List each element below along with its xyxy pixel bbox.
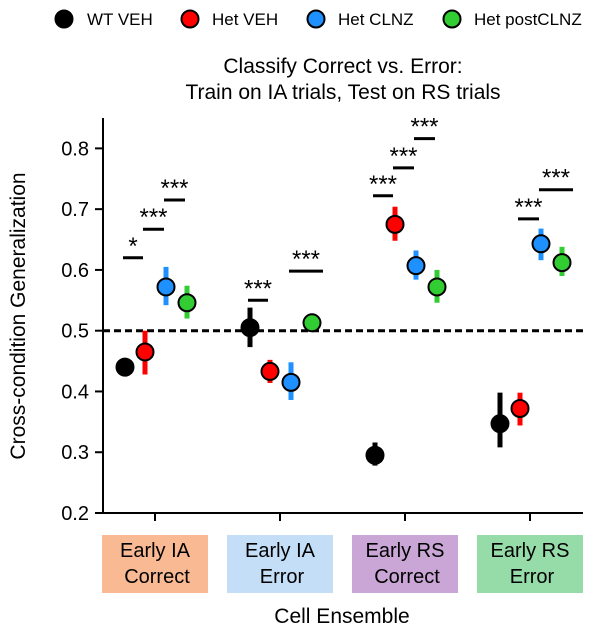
y-tick-label: 0.2	[61, 503, 89, 525]
legend-item-het-postclnz: Het postCLNZ	[442, 9, 582, 29]
point-het-postclnz	[302, 313, 322, 333]
x-axis-label: Cell Ensemble	[274, 605, 409, 628]
significance-label: ***	[410, 114, 438, 141]
category-box	[102, 535, 208, 593]
y-tick-label: 0.3	[61, 442, 89, 464]
y-tick-label: 0.5	[61, 321, 89, 343]
x-axis	[103, 512, 583, 521]
category-label-line1: Early IA	[120, 540, 191, 562]
y-axis: 0.2 0.3 0.4 0.5 0.6 0.7 0.8	[61, 118, 104, 525]
y-tick-label: 0.8	[61, 138, 89, 160]
legend: WT VEH Het VEH Het CLNZ Het postCLNZ	[54, 9, 582, 29]
legend-marker-wt-veh	[54, 9, 74, 29]
category-labels: Early IA Correct Early IA Error Early RS Corr…	[102, 535, 583, 593]
category-label-line2: Error	[510, 566, 555, 588]
significance-label: ***	[542, 165, 570, 192]
point-het-clnz	[281, 372, 301, 392]
legend-label-het-veh: Het VEH	[212, 10, 278, 29]
point-wt-veh	[240, 318, 260, 338]
category-label-line2: Correct	[374, 566, 440, 588]
category-label-line1: Early RS	[491, 540, 570, 562]
y-tick-label: 0.4	[61, 381, 89, 403]
significance-label: ***	[160, 175, 188, 202]
point-wt-veh	[365, 445, 385, 465]
significance-label: ***	[369, 171, 397, 198]
point-het-clnz	[531, 234, 551, 254]
point-wt-veh	[490, 414, 510, 434]
significance-label: ***	[292, 246, 320, 273]
significance-label: ***	[139, 204, 167, 231]
category-label-line1: Early IA	[245, 540, 316, 562]
legend-label-wt-veh: WT VEH	[87, 10, 153, 29]
legend-item-wt-veh: WT VEH	[54, 9, 153, 29]
legend-marker-het-veh	[180, 9, 200, 29]
significance-label: ***	[244, 275, 272, 302]
chart-title-line1: Classify Correct vs. Error:	[223, 55, 462, 78]
point-het-veh	[260, 361, 280, 381]
y-axis-label: Cross-condition Generalization	[7, 172, 30, 459]
significance-label: ***	[389, 143, 417, 170]
point-het-veh	[385, 214, 405, 234]
y-tick-label: 0.6	[61, 260, 89, 282]
point-het-postclnz	[552, 253, 572, 273]
point-het-postclnz	[427, 277, 447, 297]
significance-annotations: ****************************	[123, 114, 573, 302]
significance-label: ***	[514, 194, 542, 221]
category-label-line2: Error	[260, 566, 305, 588]
point-het-clnz	[406, 256, 426, 276]
point-het-veh	[510, 398, 530, 418]
legend-item-het-clnz: Het CLNZ	[306, 9, 414, 29]
legend-label-het-clnz: Het CLNZ	[338, 10, 414, 29]
category-label-line2: Correct	[124, 566, 190, 588]
y-tick-label: 0.7	[61, 199, 89, 221]
category-box	[477, 535, 583, 593]
chart-title-line2: Train on IA trials, Test on RS trials	[185, 81, 500, 104]
data-points	[115, 206, 572, 466]
category-box	[352, 535, 458, 593]
category-label-line1: Early RS	[366, 540, 445, 562]
significance-label: *	[128, 233, 137, 260]
category-box	[227, 535, 333, 593]
point-het-clnz	[156, 277, 176, 297]
point-wt-veh	[115, 357, 135, 377]
legend-label-het-postclnz: Het postCLNZ	[474, 10, 582, 29]
point-het-postclnz	[177, 293, 197, 313]
point-het-veh	[135, 342, 155, 362]
legend-item-het-veh: Het VEH	[180, 9, 278, 29]
legend-marker-het-clnz	[306, 9, 326, 29]
legend-marker-het-postclnz	[442, 9, 462, 29]
